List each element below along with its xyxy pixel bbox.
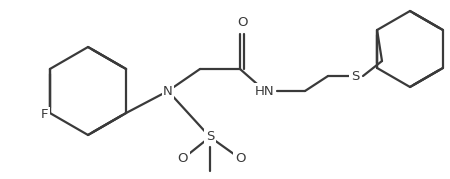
Text: N: N [163, 84, 173, 98]
Text: O: O [178, 153, 188, 166]
Text: S: S [206, 130, 214, 144]
Text: S: S [351, 69, 359, 83]
Text: O: O [235, 153, 245, 166]
Text: F: F [41, 108, 49, 122]
Text: HN: HN [255, 84, 275, 98]
Text: O: O [237, 16, 247, 28]
